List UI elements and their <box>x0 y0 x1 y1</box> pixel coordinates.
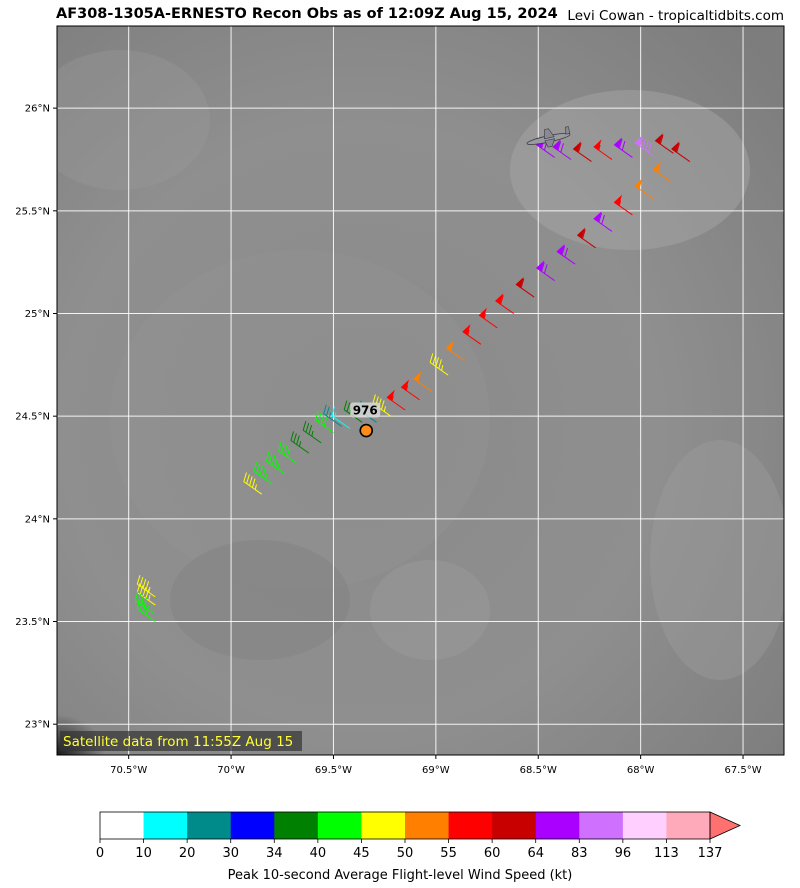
lon-tick-label: 67.5°W <box>724 765 761 776</box>
wind-barb <box>613 194 633 216</box>
wind-barb <box>552 139 572 160</box>
colorbar-segment <box>535 812 580 839</box>
colorbar-tick-label: 96 <box>615 846 632 861</box>
colorbar-segment <box>187 812 232 839</box>
satellite-note: Satellite data from 11:55Z Aug 15 <box>60 731 302 751</box>
wind-barb <box>265 451 285 475</box>
lon-tick-label: 70°W <box>217 765 245 776</box>
colorbar-segment <box>405 812 449 839</box>
colorbar-title: Peak 10-second Average Flight-level Wind… <box>227 868 573 883</box>
colorbar-segment <box>361 812 406 839</box>
colorbar-segment <box>448 812 493 839</box>
wind-barb <box>652 161 672 183</box>
wind-barb <box>314 410 334 434</box>
wind-barb <box>671 141 691 162</box>
colorbar-tick-label: 40 <box>310 846 327 861</box>
wind-barb <box>572 141 592 162</box>
axis-ticks: 70.5°W 70°W 69.5°W 69°W 68.5°W 68°W 67.5°W 26°N… <box>15 104 761 776</box>
satellite-note-text: Satellite data from 11:55Z Aug 15 <box>63 734 293 750</box>
colorbar-tick-label: 30 <box>222 846 239 861</box>
colorbar-tick-label: 10 <box>135 846 152 861</box>
lat-tick-label: 23.5°N <box>15 617 50 628</box>
wind-barb <box>331 406 351 429</box>
plot-frame <box>56 25 785 756</box>
wind-barb <box>495 293 514 314</box>
wind-barb <box>243 472 263 495</box>
colorbar-tick-label: 0 <box>96 846 104 861</box>
wind-barb <box>386 389 406 411</box>
colorbar: 0 10 20 30 34 40 45 50 55 60 64 83 96 113 137 <box>96 811 741 861</box>
credit-text: Levi Cowan - tropicaltidbits.com <box>567 8 784 24</box>
wind-barb <box>278 441 297 464</box>
wind-barb <box>593 211 613 232</box>
wind-barb <box>323 404 342 427</box>
wind-barb <box>400 379 420 401</box>
colorbar-segment <box>143 812 188 839</box>
colorbar-tick-label: 83 <box>571 846 588 861</box>
airplane-icon <box>526 126 571 148</box>
lat-lon-grid <box>57 26 784 755</box>
map-title: AF308-1305A-ERNESTO Recon Obs as of 12:0… <box>56 6 558 22</box>
lat-tick-label: 24°N <box>25 514 50 525</box>
wind-barb <box>134 591 154 614</box>
wind-barb <box>478 307 498 329</box>
flight-track <box>134 133 691 622</box>
colorbar-tick-label: 64 <box>527 846 544 861</box>
colorbar-segment <box>274 812 319 839</box>
lat-tick-label: 26°N <box>25 104 50 115</box>
colorbar-tick-label: 34 <box>266 846 283 861</box>
wind-barb <box>136 599 156 622</box>
wind-barb <box>593 139 613 160</box>
colorbar-tick-label: 113 <box>654 846 679 861</box>
colorbar-segment <box>579 812 624 839</box>
wind-barb <box>462 324 482 345</box>
lat-tick-label: 23°N <box>25 720 50 731</box>
satellite-image <box>57 26 784 755</box>
lat-tick-label: 25°N <box>25 309 50 320</box>
colorbar-tick-label: 55 <box>440 846 457 861</box>
colorbar-tick-label: 137 <box>698 846 723 861</box>
lat-tick-label: 25.5°N <box>15 206 50 217</box>
wind-barb <box>253 462 273 485</box>
wind-barb <box>613 137 633 158</box>
wind-barb <box>556 244 576 265</box>
lon-tick-label: 69°W <box>422 765 450 776</box>
lon-tick-label: 70.5°W <box>110 765 147 776</box>
wind-barb <box>302 421 322 444</box>
colorbar-segment <box>100 812 144 839</box>
wind-barb <box>413 371 433 392</box>
wind-barb <box>136 575 156 598</box>
wind-barb <box>634 135 654 156</box>
wind-barb <box>576 227 596 249</box>
center-pressure-label: 976 <box>353 404 378 418</box>
lon-tick-label: 68°W <box>627 765 655 776</box>
lon-tick-label: 68.5°W <box>520 765 557 776</box>
colorbar-segment <box>622 812 667 839</box>
storm-center: 976 <box>350 402 381 438</box>
colorbar-tick-label: 45 <box>353 846 370 861</box>
wind-barb <box>515 276 535 298</box>
colorbar-segment <box>230 812 275 839</box>
colorbar-tick-label: 60 <box>484 846 501 861</box>
wind-barb <box>445 340 465 362</box>
lat-tick-label: 24.5°N <box>15 412 50 423</box>
wind-barb <box>535 260 555 282</box>
colorbar-tick-label: 50 <box>397 846 414 861</box>
wind-barb <box>290 431 310 454</box>
colorbar-segment <box>666 812 711 839</box>
wind-barb <box>429 353 449 376</box>
lon-tick-label: 69.5°W <box>315 765 352 776</box>
wind-barb <box>654 133 674 154</box>
colorbar-extend-arrow <box>709 811 741 840</box>
colorbar-segment <box>492 812 537 839</box>
colorbar-segment <box>317 812 362 839</box>
colorbar-tick-label: 20 <box>179 846 196 861</box>
wind-barb <box>634 178 654 199</box>
